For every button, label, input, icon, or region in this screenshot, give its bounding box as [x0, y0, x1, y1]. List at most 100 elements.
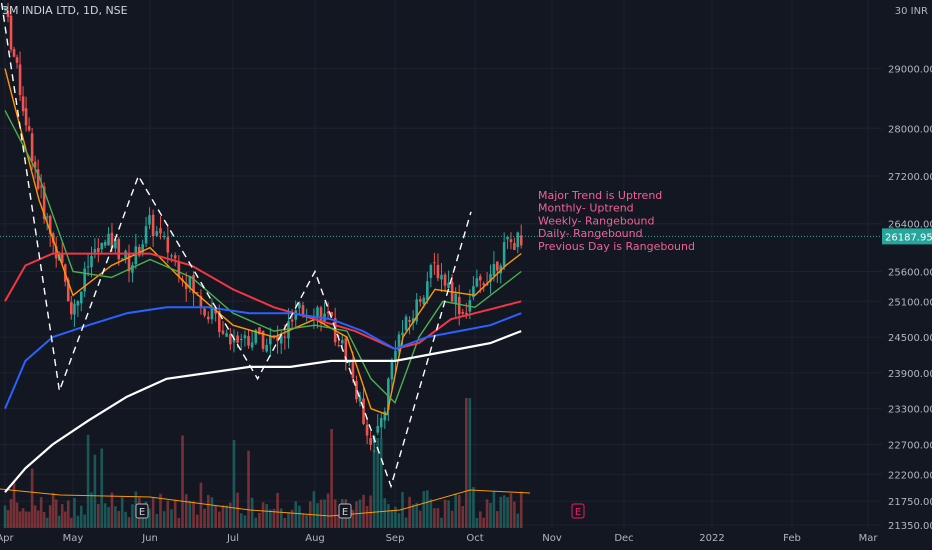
volume-bar	[516, 513, 520, 528]
volume-bar	[9, 499, 13, 528]
candle-body	[316, 307, 319, 317]
volume-bar	[269, 509, 272, 528]
candle-body	[114, 239, 117, 249]
candle-body	[489, 274, 492, 282]
volume-bar	[499, 496, 503, 528]
volume-bar	[279, 508, 283, 528]
volume-bar	[63, 511, 67, 528]
time-axis-bg	[0, 528, 932, 550]
earnings-marker-label: E	[342, 507, 348, 518]
volume-bar	[45, 517, 49, 528]
volume-bar	[447, 500, 450, 528]
volume-bar	[83, 514, 86, 528]
candle-body	[326, 311, 330, 314]
candle-body	[418, 299, 422, 302]
x-tick-label: Mar	[859, 533, 879, 544]
candle-body	[184, 283, 188, 289]
x-tick-label: Jul	[226, 533, 239, 544]
volume-bar	[39, 497, 43, 528]
candle-body	[358, 396, 362, 402]
candle-body	[276, 335, 279, 342]
x-tick-label: Aug	[305, 533, 325, 544]
volume-bar	[397, 513, 401, 528]
volume-bar	[485, 499, 489, 528]
volume-bar	[3, 505, 7, 528]
volume-bar	[440, 517, 443, 528]
x-tick-label: Feb	[783, 533, 801, 544]
volume-bar	[131, 504, 134, 528]
volume-bar	[192, 501, 195, 528]
volume-bar	[239, 513, 243, 528]
earnings-marker[interactable]	[338, 503, 352, 519]
volume-bar	[24, 511, 28, 528]
candle-body	[516, 232, 520, 248]
x-tick-label: May	[63, 533, 84, 544]
volume-bar	[181, 435, 184, 528]
candle-body	[103, 241, 107, 246]
volume-bar	[443, 499, 447, 528]
x-tick-label: Nov	[542, 533, 562, 544]
zigzag-dashed-line	[0, 2, 472, 489]
y-tick-label: 25100.00	[888, 297, 932, 308]
volume-bar	[221, 505, 225, 528]
earnings-marker[interactable]	[571, 503, 585, 519]
volume-bar	[316, 503, 319, 528]
volume-bar	[73, 497, 76, 528]
candle-body	[9, 15, 13, 50]
candle-body	[18, 64, 22, 96]
candle-body	[279, 334, 283, 344]
volume-bar	[436, 508, 440, 528]
candle-body	[265, 344, 268, 352]
candle-body	[107, 233, 110, 246]
candle-body	[137, 246, 141, 256]
y-tick-label: 27200.00	[888, 172, 932, 183]
volume-bar	[287, 512, 290, 528]
volume-bar	[51, 492, 55, 528]
volume-bar	[261, 502, 265, 528]
volume-bar	[79, 505, 83, 528]
x-tick-label: Oct	[466, 533, 483, 544]
volume-bar	[66, 500, 70, 528]
ma-100-line	[4, 306, 522, 410]
y-tick-label: 29000.00	[888, 65, 932, 76]
y-unit-label: 30 INR	[894, 6, 928, 17]
candle-body	[475, 278, 479, 287]
volume-bar	[177, 517, 181, 528]
volume-bar	[184, 494, 188, 528]
candle-body	[39, 186, 43, 188]
candle-body	[117, 239, 121, 260]
volume-bar	[141, 513, 144, 528]
volume-bar	[69, 517, 73, 528]
earnings-marker[interactable]	[135, 503, 149, 519]
volume-bar	[203, 508, 206, 528]
candle-body	[298, 302, 301, 309]
volume-bar	[93, 454, 97, 528]
candle-body	[217, 310, 221, 332]
volume-bar	[21, 508, 25, 528]
volume-bar	[301, 513, 305, 528]
volume-bar	[173, 499, 177, 528]
candle-body	[3, 7, 7, 10]
candle-body	[83, 268, 86, 292]
symbol-title: 3M INDIA LTD, 1D, NSE	[2, 4, 128, 17]
candle-body	[492, 264, 496, 276]
volume-bar	[323, 499, 326, 528]
candle-body	[12, 49, 16, 57]
volume-bar	[86, 434, 90, 528]
candle-body	[461, 311, 465, 314]
earnings-marker-label: E	[575, 507, 581, 518]
volume-bar	[265, 504, 268, 528]
annotation-line: Daily- Rangebound	[538, 227, 643, 240]
volume-bar	[225, 505, 228, 528]
candle-body	[496, 261, 499, 271]
volume-bar	[351, 509, 355, 528]
volume-bar	[496, 511, 499, 528]
candle-body	[54, 246, 58, 259]
candle-body	[337, 345, 341, 347]
candle-body	[465, 312, 468, 315]
volume-bar	[369, 495, 372, 528]
x-tick-label: Dec	[614, 533, 633, 544]
candle-body	[86, 266, 90, 268]
